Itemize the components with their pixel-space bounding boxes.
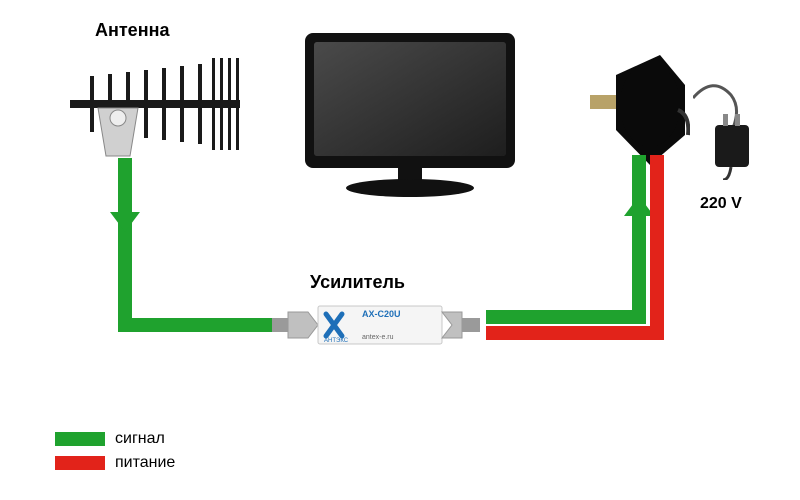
antenna-label: Антенна [95,20,169,41]
signal-line [118,158,132,332]
voltage-label: 220 V [700,195,742,213]
legend-signal-label: сигнал [115,430,165,448]
power-adapter-icon [693,80,763,180]
legend-signal-swatch [55,432,105,446]
tv-icon [300,28,520,198]
legend-power-label: питание [115,454,175,472]
legend-power-swatch [55,456,105,470]
signal-line [118,318,272,332]
legend-power: питание [55,454,175,472]
power-line [486,326,664,340]
amplifier-brand-text: АНТЭКС [324,338,348,344]
legend: сигнал питание [55,430,175,478]
amplifier-icon: AX-C20U АНТЭКС antex-e.ru [270,300,490,350]
legend-signal: сигнал [55,430,175,448]
power-line [650,155,664,340]
amplifier-model-text: AX-C20U [362,309,401,319]
amplifier-label: Усилитель [310,272,405,293]
antenna-plug-icon [590,55,690,170]
antenna-icon [60,48,250,163]
signal-arrow-icon [110,212,140,232]
signal-line [632,155,646,324]
amplifier-url-text: antex-e.ru [362,334,394,341]
signal-line [486,310,646,324]
